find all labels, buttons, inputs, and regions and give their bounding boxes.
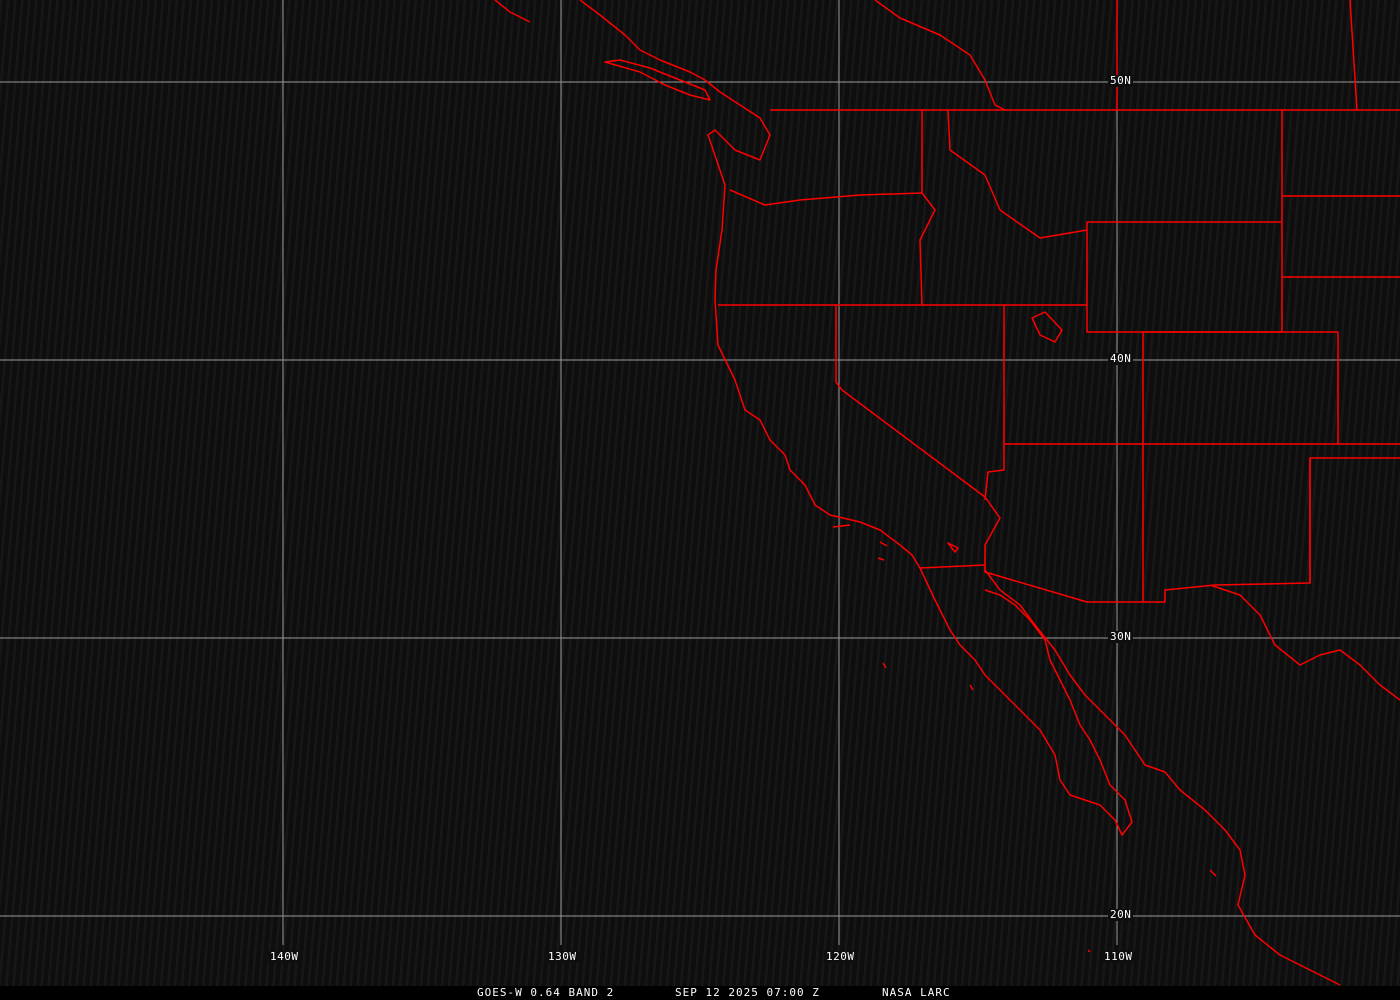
caption-bar (0, 986, 1400, 1000)
border-great-salt-lake (1031, 311, 1063, 343)
border-montana-dakotas (1281, 110, 1400, 278)
border-nevada (984, 305, 1005, 501)
border-wyoming (1086, 221, 1283, 333)
vancouver-island (604, 59, 711, 101)
border-idaho-montana (947, 109, 1088, 239)
lon-label-120w: 120W (824, 950, 857, 963)
border-ca-nv (835, 305, 1001, 565)
caption-source: NASA LARC (882, 986, 951, 999)
lon-label-110w: 110W (1102, 950, 1135, 963)
caption-datetime: SEP 12 2025 07:00 Z (675, 986, 820, 999)
lat-label-50n: 50N (1108, 74, 1134, 87)
lat-label-20n: 20N (1108, 908, 1134, 921)
border-colorado-nebraska (1143, 331, 1339, 444)
lat-label-40n: 40N (1108, 352, 1134, 365)
lon-label-130w: 130W (546, 950, 579, 963)
coastline-canada (874, 0, 1006, 111)
coastline-west (494, 0, 1133, 836)
lat-lon-grid (0, 0, 1400, 945)
channel-islands (832, 524, 1217, 953)
coastline-gulf-of-mexico (1209, 584, 1400, 701)
caption-product: GOES-W 0.64 BAND 2 (477, 986, 615, 999)
coastline-mainland-mexico (984, 569, 1341, 986)
lat-label-30n: 30N (1108, 630, 1134, 643)
border-utah-arizona (1004, 332, 1400, 602)
lon-label-140w: 140W (268, 950, 301, 963)
border-idaho-west (919, 110, 936, 306)
border-canada-provinces (1116, 0, 1358, 111)
border-wa-or (729, 189, 923, 206)
